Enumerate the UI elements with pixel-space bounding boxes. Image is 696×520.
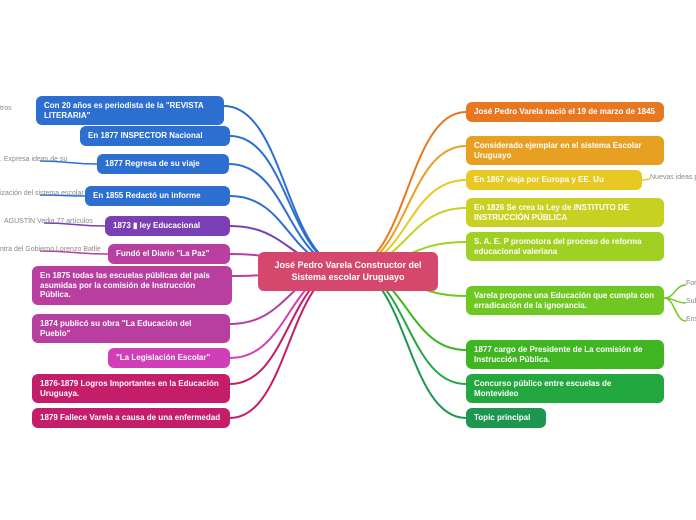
branch-node: En 1855 Redactó un informe xyxy=(85,186,230,206)
branch-node: Concurso público entre escuelas de Monte… xyxy=(466,374,664,403)
mindmap-canvas: José Pedro Varela Constructor del Sistem… xyxy=(0,0,696,520)
branch-node: En 1875 todas las escuelas públicas del … xyxy=(32,266,232,305)
sub-node: Ens xyxy=(686,316,696,323)
branch-node: En 1826 Se crea la Ley de INSTITUTO DE I… xyxy=(466,198,664,227)
branch-node: José Pedro Varela nació el 19 de marzo d… xyxy=(466,102,664,122)
branch-node: Fundó el Diario "La Paz" xyxy=(108,244,230,264)
branch-node: Considerado ejemplar en el sistema Escol… xyxy=(466,136,664,165)
sub-node: ización del sistema escolar xyxy=(0,190,84,197)
branch-node: Con 20 años es periodista de la "REVISTA… xyxy=(36,96,224,125)
branch-node: 1874 publicó su obra "La Educación del P… xyxy=(32,314,230,343)
branch-node: "La Legislación Escolar" xyxy=(108,348,230,368)
branch-node: 1877 cargo de Presidente de La comisión … xyxy=(466,340,664,369)
sub-node: AGUSTÍN Vedia 77 artículos xyxy=(4,218,93,225)
branch-node: 1873 ▮ ley Educacional xyxy=(105,216,230,236)
branch-node: 1879 Fallece Varela a causa de una enfer… xyxy=(32,408,230,428)
sub-node: ntra del Gobierno Lorenzo Batlle xyxy=(0,246,101,253)
sub-node: tros xyxy=(0,105,12,112)
branch-node: Varela propone una Educación que cumpla … xyxy=(466,286,664,315)
branch-node: S. A. E. P promotora del proceso de refo… xyxy=(466,232,664,261)
branch-node: 1876-1879 Logros Importantes en la Educa… xyxy=(32,374,230,403)
branch-node: Topic principal xyxy=(466,408,546,428)
sub-node: Sub xyxy=(686,298,696,305)
branch-node: 1877 Regresa de su viaje xyxy=(97,154,229,174)
branch-node: En 1877 INSPECTOR Nacional xyxy=(80,126,230,146)
sub-node: For xyxy=(686,280,696,287)
center-node: José Pedro Varela Constructor del Sistem… xyxy=(258,252,438,291)
sub-node: . Expresa ideas de su xyxy=(0,156,67,163)
sub-node: Nuevas ideas para xyxy=(650,174,696,181)
branch-node: En 1867 viaja por Europa y EE. Uu xyxy=(466,170,642,190)
